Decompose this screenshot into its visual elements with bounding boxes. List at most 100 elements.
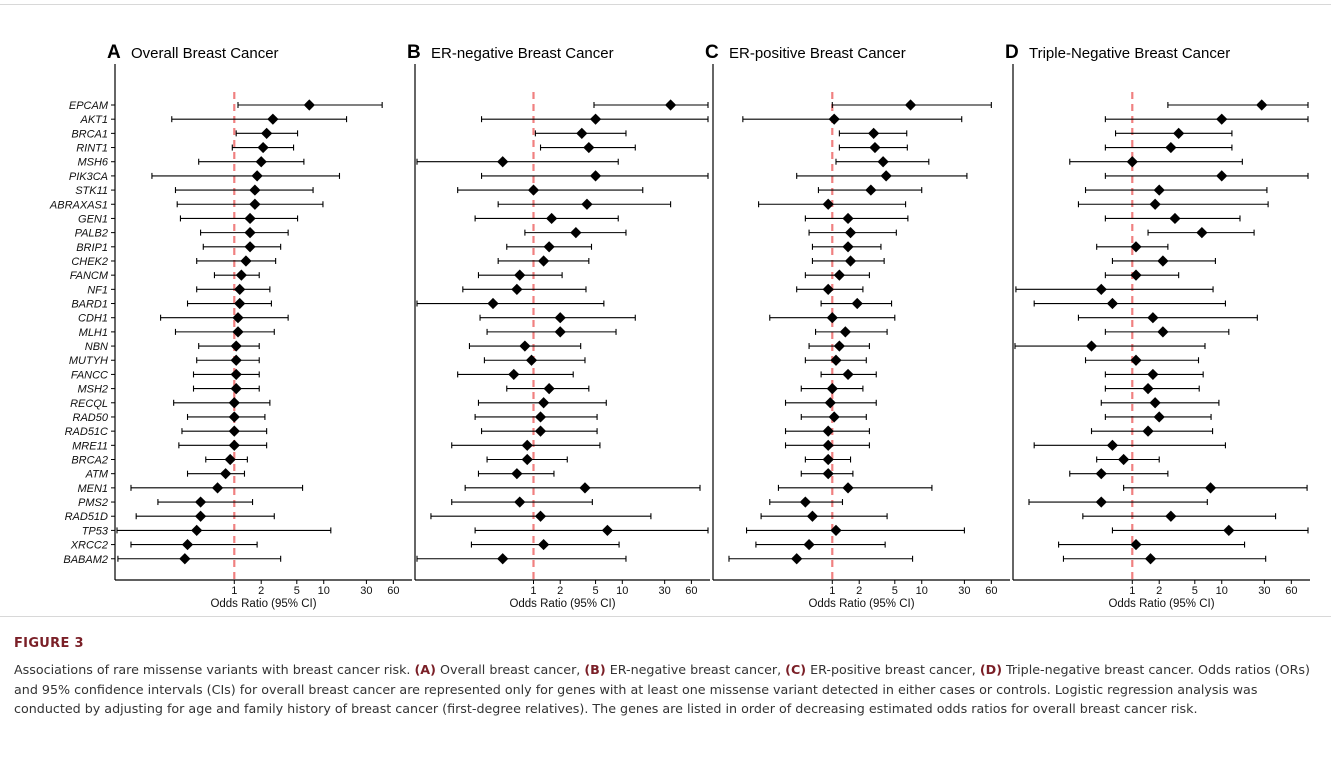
or-point-diamond bbox=[1196, 227, 1208, 239]
x-tick-label: 30 bbox=[659, 585, 671, 597]
or-point-diamond bbox=[842, 212, 854, 225]
or-point-diamond bbox=[220, 468, 232, 480]
gene-label: EPCAM bbox=[69, 100, 109, 112]
gene-label: NBN bbox=[85, 341, 108, 353]
or-point-diamond bbox=[1147, 312, 1159, 324]
x-tick-label: 5 bbox=[892, 585, 898, 597]
or-point-diamond bbox=[826, 312, 838, 324]
or-point-diamond bbox=[868, 127, 880, 139]
or-point-diamond bbox=[1149, 397, 1161, 409]
or-point-diamond bbox=[228, 397, 240, 409]
or-point-diamond bbox=[844, 227, 857, 239]
x-tick-label: 30 bbox=[1258, 585, 1270, 597]
or-point-diamond bbox=[534, 425, 547, 437]
or-point-diamond bbox=[839, 326, 851, 338]
gene-label: MSH6 bbox=[77, 157, 108, 169]
panel-letter: C bbox=[705, 42, 719, 63]
gene-label: RINT1 bbox=[76, 143, 108, 155]
or-point-diamond bbox=[1157, 326, 1169, 338]
or-point-diamond bbox=[822, 439, 834, 451]
or-point-diamond bbox=[267, 113, 279, 125]
gene-label: RAD50 bbox=[73, 412, 109, 424]
or-point-diamond bbox=[224, 453, 236, 466]
or-point-diamond bbox=[244, 241, 256, 253]
figure-caption: FIGURE 3 Associations of rare missense v… bbox=[14, 636, 1314, 719]
x-tick-label: 60 bbox=[985, 585, 997, 597]
or-point-diamond bbox=[230, 368, 242, 381]
gene-label: MLH1 bbox=[79, 327, 108, 339]
x-tick-label: 10 bbox=[318, 585, 330, 597]
or-point-diamond bbox=[211, 482, 224, 494]
or-point-diamond bbox=[244, 227, 256, 239]
or-point-diamond bbox=[527, 184, 540, 196]
x-tick-label: 5 bbox=[1192, 585, 1198, 597]
gene-label: AKT1 bbox=[79, 114, 108, 126]
or-point-diamond bbox=[232, 326, 244, 338]
or-point-diamond bbox=[1126, 156, 1138, 168]
or-point-diamond bbox=[554, 312, 566, 324]
or-point-diamond bbox=[791, 553, 803, 565]
or-point-diamond bbox=[251, 170, 263, 182]
or-point-diamond bbox=[1165, 141, 1177, 154]
gene-label: PIK3CA bbox=[69, 171, 108, 183]
or-point-diamond bbox=[194, 496, 207, 508]
gene-label: MRE11 bbox=[72, 440, 108, 452]
gene-label: TP53 bbox=[82, 525, 109, 537]
or-point-diamond bbox=[1085, 340, 1098, 352]
or-point-diamond bbox=[194, 510, 207, 522]
gene-label: MEN1 bbox=[77, 483, 108, 495]
gene-label: BARD1 bbox=[71, 299, 108, 311]
or-point-diamond bbox=[543, 241, 555, 253]
or-point-diamond bbox=[1153, 184, 1165, 196]
or-point-diamond bbox=[822, 468, 834, 480]
or-point-diamond bbox=[511, 468, 523, 480]
or-point-diamond bbox=[244, 212, 256, 225]
or-point-diamond bbox=[842, 368, 854, 381]
or-point-diamond bbox=[538, 538, 550, 551]
x-axis-label: Odds Ratio (95% CI) bbox=[210, 598, 316, 610]
gene-label: FANCM bbox=[70, 270, 109, 282]
x-tick-label: 60 bbox=[1285, 585, 1297, 597]
caption-panel-ref: (C) bbox=[785, 662, 807, 677]
x-axis-label: Odds Ratio (95% CI) bbox=[1108, 598, 1214, 610]
or-point-diamond bbox=[249, 198, 261, 210]
or-point-diamond bbox=[601, 524, 614, 536]
or-point-diamond bbox=[1216, 170, 1228, 182]
or-point-diamond bbox=[1153, 411, 1165, 423]
or-point-diamond bbox=[570, 227, 582, 239]
caption-panel-ref: (A) bbox=[414, 662, 436, 677]
x-tick-label: 1 bbox=[1129, 585, 1135, 597]
or-point-diamond bbox=[1130, 538, 1142, 551]
or-point-diamond bbox=[1256, 99, 1268, 111]
or-point-diamond bbox=[822, 198, 834, 210]
or-point-diamond bbox=[228, 411, 240, 423]
or-point-diamond bbox=[497, 156, 509, 168]
gene-label: BABAM2 bbox=[63, 554, 108, 566]
gene-label: CHEK2 bbox=[71, 256, 108, 268]
gene-label: MUTYH bbox=[69, 355, 108, 367]
or-point-diamond bbox=[830, 524, 842, 536]
gene-label: XRCC2 bbox=[70, 540, 108, 552]
panel-letter: A bbox=[107, 42, 121, 63]
or-point-diamond bbox=[521, 439, 533, 451]
or-point-diamond bbox=[579, 482, 591, 494]
or-point-diamond bbox=[1144, 553, 1157, 565]
caption-segment: ER-negative breast cancer, bbox=[605, 662, 786, 677]
or-point-diamond bbox=[830, 354, 842, 366]
or-point-diamond bbox=[1157, 255, 1169, 267]
or-point-diamond bbox=[822, 283, 834, 295]
or-point-diamond bbox=[543, 383, 555, 395]
or-point-diamond bbox=[228, 425, 240, 437]
x-tick-label: 1 bbox=[231, 585, 237, 597]
panel-title: ER-negative Breast Cancer bbox=[431, 45, 614, 62]
or-point-diamond bbox=[828, 411, 840, 423]
or-point-diamond bbox=[508, 368, 520, 381]
or-point-diamond bbox=[525, 354, 538, 366]
x-tick-label: 2 bbox=[557, 585, 563, 597]
or-point-diamond bbox=[803, 538, 815, 551]
x-tick-label: 30 bbox=[958, 585, 970, 597]
or-point-diamond bbox=[842, 482, 854, 494]
or-point-diamond bbox=[546, 212, 558, 225]
gene-label: ATM bbox=[85, 469, 109, 481]
or-point-diamond bbox=[191, 524, 203, 536]
